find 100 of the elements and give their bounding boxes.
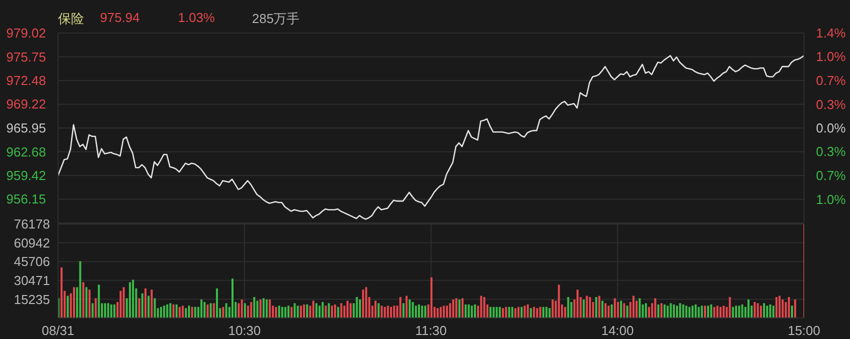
bar	[362, 290, 364, 318]
bar	[110, 304, 112, 318]
bar	[315, 303, 318, 318]
bar	[79, 261, 82, 318]
x-tick-label: 14:00	[601, 323, 634, 338]
bar	[128, 282, 131, 318]
bar	[502, 308, 504, 318]
bar	[620, 300, 622, 318]
bar	[122, 287, 125, 318]
bar	[682, 304, 684, 318]
bar	[72, 287, 75, 318]
bar	[176, 304, 178, 318]
bar	[85, 287, 88, 318]
bar	[756, 303, 759, 318]
bar	[775, 297, 778, 318]
bar	[365, 287, 368, 318]
y-tick-label: 76178	[14, 216, 50, 232]
bar	[791, 306, 794, 318]
bar	[530, 308, 532, 318]
bar	[421, 306, 424, 318]
bar	[194, 306, 196, 318]
bar	[474, 304, 476, 318]
bar	[470, 306, 473, 318]
bar	[322, 302, 324, 318]
bar	[698, 306, 700, 318]
bar	[492, 306, 495, 318]
bar	[586, 296, 588, 318]
bar	[664, 304, 666, 318]
bar	[259, 299, 262, 318]
bar	[150, 290, 153, 318]
y2-tick-label: 0.3%	[816, 96, 846, 112]
y2-tick-label: 0.7%	[816, 168, 846, 184]
bar	[284, 306, 286, 318]
bar	[166, 304, 168, 318]
bar	[346, 300, 349, 318]
bar	[638, 298, 641, 318]
bar	[247, 306, 250, 318]
bar	[312, 300, 314, 318]
bar	[722, 306, 725, 318]
bar	[337, 306, 340, 318]
bar	[163, 306, 166, 318]
bar	[676, 306, 678, 318]
bar	[238, 303, 240, 318]
bar	[294, 303, 296, 318]
bar	[672, 304, 675, 318]
bar	[132, 280, 134, 318]
bar	[738, 306, 740, 318]
bar	[222, 306, 224, 318]
bar	[206, 304, 209, 318]
bar	[728, 297, 731, 318]
bar	[225, 303, 228, 318]
bar	[182, 306, 184, 318]
bar	[393, 306, 396, 318]
bar	[632, 296, 634, 318]
bar	[406, 296, 408, 318]
bar	[716, 306, 718, 318]
bar	[92, 303, 94, 318]
x-tick-label: 15:00	[788, 323, 820, 338]
bar	[536, 308, 538, 318]
bar	[700, 306, 703, 318]
bar	[154, 298, 156, 318]
bar	[232, 278, 234, 318]
bar	[120, 290, 122, 318]
y2-tick-label: 1.0%	[816, 49, 846, 64]
y-tick-label: 959.42	[6, 168, 46, 183]
bar	[82, 282, 84, 318]
y-tick-label: 15235	[14, 292, 50, 307]
x-tick-label: 08/31	[42, 323, 74, 338]
bar	[468, 304, 470, 318]
bar	[694, 304, 697, 318]
y-tick-label: 972.48	[6, 73, 46, 88]
bar	[144, 288, 146, 318]
bar	[514, 308, 516, 318]
bar	[399, 297, 402, 318]
bar	[374, 300, 376, 318]
bar	[778, 296, 781, 318]
bar	[340, 303, 342, 318]
bar	[626, 306, 628, 318]
bar	[430, 277, 432, 318]
bar	[318, 306, 321, 318]
bar	[212, 303, 215, 318]
bar	[614, 298, 616, 318]
bar	[747, 299, 750, 318]
bar	[688, 306, 690, 318]
bar	[178, 306, 181, 318]
bar	[794, 299, 796, 318]
bar	[496, 306, 498, 318]
bar	[449, 303, 452, 318]
y2-tick-label: 0.0%	[816, 120, 846, 136]
bar	[766, 306, 768, 318]
bar	[278, 306, 280, 318]
line-series	[58, 55, 804, 220]
bar	[604, 303, 607, 318]
bar	[408, 299, 411, 318]
bar	[608, 306, 610, 318]
y-tick-label: 979.02	[6, 26, 46, 40]
y-tick-label: 956.15	[6, 192, 46, 207]
bar	[582, 299, 585, 318]
y-tick-label: 30471	[14, 273, 50, 288]
bar	[281, 306, 284, 318]
